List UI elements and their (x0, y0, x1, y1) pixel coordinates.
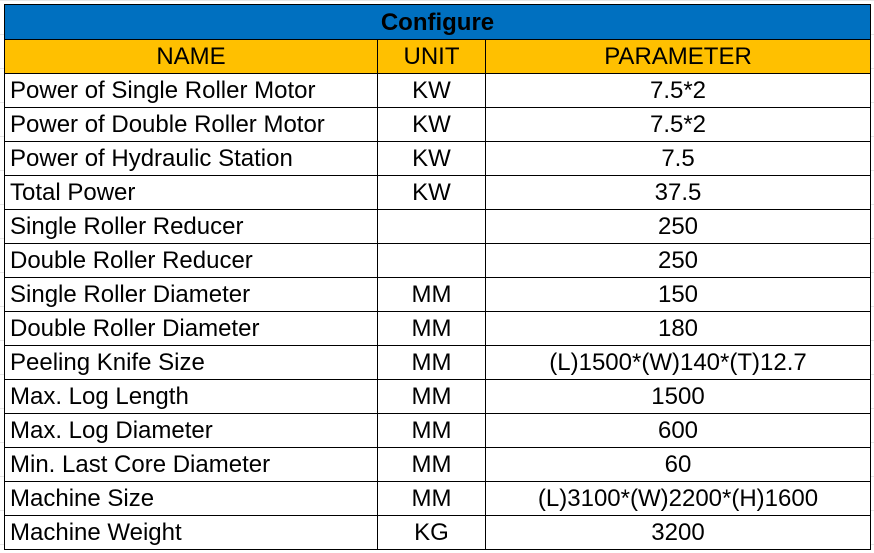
cell-unit[interactable]: MM (377, 447, 486, 482)
cell-parameter[interactable]: 37.5 (485, 175, 871, 210)
cell-unit[interactable]: MM (377, 311, 486, 346)
cell-unit[interactable]: MM (377, 481, 486, 516)
cell-parameter[interactable]: 250 (485, 209, 871, 244)
cell-name[interactable]: Double Roller Diameter (4, 311, 378, 346)
cell-parameter[interactable]: 250 (485, 243, 871, 278)
table-row: Machine Weight KG 3200 (4, 515, 871, 550)
title-row: Configure (4, 4, 871, 40)
table-row: Single Roller Diameter MM 150 (4, 277, 871, 312)
cell-parameter[interactable]: (L)3100*(W)2200*(H)1600 (485, 481, 871, 516)
cell-parameter[interactable]: 1500 (485, 379, 871, 414)
table-row: Max. Log Length MM 1500 (4, 379, 871, 414)
cell-name[interactable]: Total Power (4, 175, 378, 210)
cell-unit[interactable]: KW (377, 175, 486, 210)
configure-table: Configure NAME UNIT PARAMETER Power of S… (4, 4, 871, 550)
cell-name[interactable]: Machine Size (4, 481, 378, 516)
table-title[interactable]: Configure (4, 4, 871, 40)
cell-name[interactable]: Peeling Knife Size (4, 345, 378, 380)
cell-parameter[interactable]: 7.5 (485, 141, 871, 176)
cell-parameter[interactable]: 60 (485, 447, 871, 482)
cell-unit[interactable] (377, 209, 486, 244)
cell-name[interactable]: Max. Log Length (4, 379, 378, 414)
cell-unit[interactable]: MM (377, 379, 486, 414)
cell-name[interactable]: Double Roller Reducer (4, 243, 378, 278)
cell-unit[interactable]: KW (377, 141, 486, 176)
table-row: Total Power KW 37.5 (4, 175, 871, 210)
table-row: Min. Last Core Diameter MM 60 (4, 447, 871, 482)
table-row: Power of Single Roller Motor KW 7.5*2 (4, 73, 871, 108)
cell-name[interactable]: Max. Log Diameter (4, 413, 378, 448)
cell-parameter[interactable]: 3200 (485, 515, 871, 550)
cell-name[interactable]: Machine Weight (4, 515, 378, 550)
cell-name[interactable]: Single Roller Reducer (4, 209, 378, 244)
cell-unit[interactable] (377, 243, 486, 278)
cell-unit[interactable]: KW (377, 107, 486, 142)
cell-unit[interactable]: MM (377, 345, 486, 380)
cell-unit[interactable]: KW (377, 73, 486, 108)
header-row: NAME UNIT PARAMETER (4, 39, 871, 74)
cell-parameter[interactable]: (L)1500*(W)140*(T)12.7 (485, 345, 871, 380)
cell-name[interactable]: Power of Double Roller Motor (4, 107, 378, 142)
table-row: Single Roller Reducer 250 (4, 209, 871, 244)
cell-parameter[interactable]: 600 (485, 413, 871, 448)
table-row: Peeling Knife Size MM (L)1500*(W)140*(T)12… (4, 345, 871, 380)
header-name[interactable]: NAME (4, 39, 378, 74)
cell-name[interactable]: Min. Last Core Diameter (4, 447, 378, 482)
table-row: Max. Log Diameter MM 600 (4, 413, 871, 448)
table-row: Double Roller Diameter MM 180 (4, 311, 871, 346)
cell-unit[interactable]: MM (377, 277, 486, 312)
cell-name[interactable]: Power of Single Roller Motor (4, 73, 378, 108)
cell-parameter[interactable]: 150 (485, 277, 871, 312)
cell-name[interactable]: Single Roller Diameter (4, 277, 378, 312)
cell-unit[interactable]: KG (377, 515, 486, 550)
cell-unit[interactable]: MM (377, 413, 486, 448)
table-row: Machine Size MM (L)3100*(W)2200*(H)1600 (4, 481, 871, 516)
cell-name[interactable]: Power of Hydraulic Station (4, 141, 378, 176)
cell-parameter[interactable]: 7.5*2 (485, 107, 871, 142)
header-unit[interactable]: UNIT (377, 39, 486, 74)
cell-parameter[interactable]: 7.5*2 (485, 73, 871, 108)
table-row: Power of Double Roller Motor KW 7.5*2 (4, 107, 871, 142)
cell-parameter[interactable]: 180 (485, 311, 871, 346)
header-parameter[interactable]: PARAMETER (485, 39, 871, 74)
table-row: Double Roller Reducer 250 (4, 243, 871, 278)
table-row: Power of Hydraulic Station KW 7.5 (4, 141, 871, 176)
